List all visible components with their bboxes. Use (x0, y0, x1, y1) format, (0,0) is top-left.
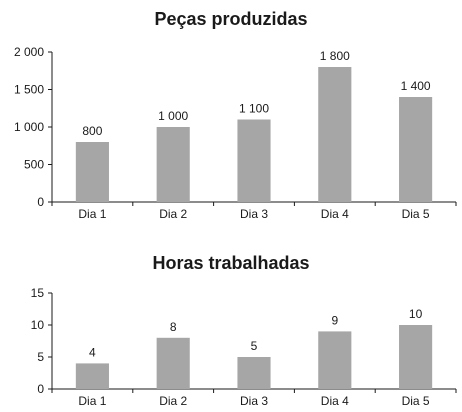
y-tick-label: 2 000 (14, 45, 44, 59)
x-tick-label: Dia 1 (78, 207, 106, 221)
bar-dia-4 (318, 331, 352, 389)
x-tick-label: Dia 3 (240, 394, 268, 408)
data-label: 5 (251, 339, 258, 353)
bar-dia-1 (75, 142, 109, 202)
bar-dia-4 (318, 67, 352, 202)
y-tick-label: 5 (37, 350, 44, 364)
x-tick-label: Dia 2 (159, 394, 187, 408)
bar-dia-3 (237, 357, 271, 389)
y-tick-label: 1 000 (14, 120, 44, 134)
bar-dia-5 (399, 325, 433, 389)
bar-chart-pecas-produzidas: 0 500 1 000 1 500 2 000 800 Dia 1 1 000 Dia 2 1 1… (14, 45, 457, 221)
x-tick-label: Dia 1 (78, 394, 106, 408)
x-tick-label: Dia 4 (321, 394, 349, 408)
bar-dia-3 (237, 119, 271, 202)
data-label: 1 100 (239, 102, 269, 116)
data-label: 1 000 (158, 109, 188, 123)
data-label: 1 800 (320, 49, 350, 63)
y-tick-label: 500 (24, 158, 44, 172)
y-tick-label: 0 (37, 195, 44, 209)
data-label: 8 (170, 320, 177, 334)
x-tick-label: Dia 2 (159, 207, 187, 221)
bar-dia-5 (399, 97, 433, 202)
chart-title: Peças produzidas (154, 9, 308, 29)
x-tick-label: Dia 4 (321, 207, 349, 221)
y-tick-label: 10 (31, 318, 45, 332)
data-label: 800 (82, 124, 102, 138)
data-label: 9 (331, 313, 338, 327)
data-label: 4 (89, 345, 96, 359)
y-tick-label: 15 (31, 286, 45, 300)
y-tick-label: 1 500 (14, 83, 44, 97)
data-label: 10 (409, 307, 423, 321)
chart-title: Horas trabalhadas (152, 253, 310, 273)
x-tick-label: Dia 3 (240, 207, 268, 221)
x-tick-label: Dia 5 (402, 394, 430, 408)
data-label: 1 400 (401, 79, 431, 93)
bar-dia-2 (156, 127, 190, 202)
y-tick-label: 0 (37, 382, 44, 396)
bar-dia-2 (156, 337, 190, 389)
x-tick-label: Dia 5 (402, 207, 430, 221)
bar-dia-1 (75, 363, 109, 389)
